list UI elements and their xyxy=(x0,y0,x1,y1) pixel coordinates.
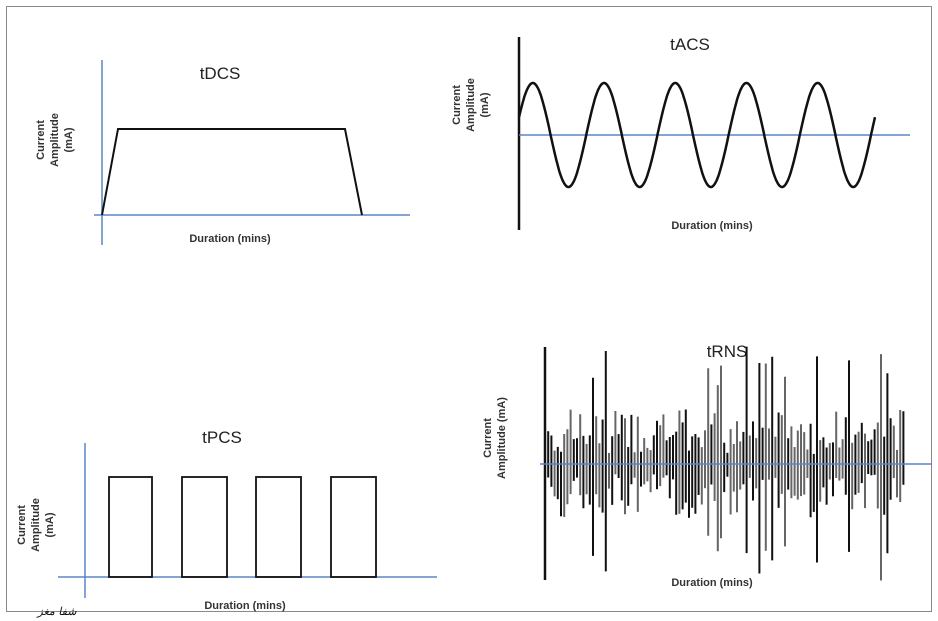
tpcs-ylabel-line1: Current xyxy=(16,505,28,545)
tacs-ylabel-line2: Amplitude xyxy=(465,78,477,132)
tpcs-pulse-3 xyxy=(255,476,302,578)
tpcs-ylabel: Current Amplitude (mA) xyxy=(16,498,56,552)
tpcs-ylabel-line3: (mA) xyxy=(44,512,56,537)
trns-xlabel: Duration (mins) xyxy=(671,577,753,589)
tdcs-title: tDCS xyxy=(200,64,241,83)
tdcs-ylabel-line2: Amplitude xyxy=(49,113,61,167)
tpcs-title: tPCS xyxy=(202,428,242,447)
tpcs-xlabel: Duration (mins) xyxy=(204,600,286,612)
trns-ylabel: Current Amplitude (mA) xyxy=(482,397,508,479)
watermark-logo: شفا مغز xyxy=(36,605,78,618)
tpcs-pulse-1 xyxy=(108,476,153,578)
tacs-ylabel: Current Amplitude (mA) xyxy=(451,78,491,132)
panel-tdcs: tDCS Current Amplitude (mA) Duration (mi… xyxy=(35,60,410,245)
tacs-ylabel-line3: (mA) xyxy=(479,92,491,117)
tdcs-ylabel: Current Amplitude (mA) xyxy=(35,113,75,167)
panel-tpcs: tPCS Current Amplitude (mA) Duration (mi… xyxy=(16,428,437,612)
tpcs-pulse-4 xyxy=(330,476,377,578)
tpcs-pulse-2 xyxy=(181,476,228,578)
tacs-waveform xyxy=(517,81,877,189)
panel-trns: tRNS Current Amplitude (mA) Duration (mi… xyxy=(482,342,932,589)
tpcs-ylabel-line2: Amplitude xyxy=(30,498,42,552)
trns-ylabel-line1: Current xyxy=(482,418,494,458)
tacs-title: tACS xyxy=(670,35,710,54)
figure-frame xyxy=(6,6,932,612)
tacs-xlabel: Duration (mins) xyxy=(671,220,753,232)
panel-tacs: tACS Current Amplitude (mA) Duration (mi… xyxy=(451,35,910,232)
tdcs-ylabel-line3: (mA) xyxy=(63,127,75,152)
tdcs-xlabel: Duration (mins) xyxy=(189,233,271,245)
trns-title: tRNS xyxy=(707,342,748,361)
tdcs-waveform xyxy=(101,128,363,216)
trns-waveform xyxy=(543,346,905,581)
tdcs-ylabel-line1: Current xyxy=(35,120,47,160)
tacs-ylabel-line1: Current xyxy=(451,85,463,125)
trns-ylabel-line2: Amplitude (mA) xyxy=(496,397,508,479)
